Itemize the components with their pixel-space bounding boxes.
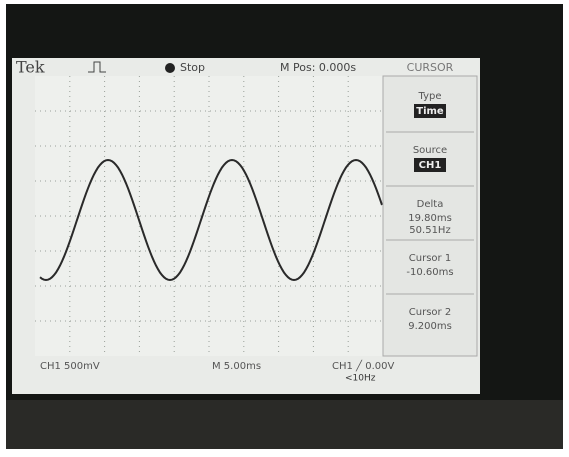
menu-label: Source — [413, 145, 447, 156]
menu-label: Cursor 2 — [409, 307, 451, 318]
position: M Pos: 0.000s — [280, 61, 356, 74]
timebase: M 5.00ms — [212, 361, 261, 372]
run-indicator — [165, 63, 175, 73]
menu-value: CH1 — [419, 160, 442, 171]
menu-title: CURSOR — [407, 61, 454, 74]
menu-value: -10.60ms — [406, 267, 453, 278]
channel-scale: CH1 500mV — [40, 361, 100, 372]
trigger-icon — [88, 61, 106, 73]
brand: Tek — [16, 58, 45, 77]
menu-panel — [382, 75, 478, 357]
frequency: <10Hz — [345, 374, 376, 384]
menu-value: 19.80ms — [408, 213, 452, 224]
menu-label: Delta — [417, 199, 444, 210]
bezel-bottom — [6, 400, 563, 449]
menu-value: 50.51Hz — [409, 225, 450, 236]
menu-value: 9.200ms — [408, 321, 452, 332]
menu-value-box — [414, 158, 446, 172]
menu-value-box — [414, 104, 446, 118]
trigger: CH1 ╱ 0.00V — [332, 359, 395, 372]
status: Stop — [180, 61, 205, 74]
grid — [35, 76, 383, 356]
waveform — [39, 158, 383, 282]
menu-value: Time — [416, 106, 444, 117]
menu-label: Cursor 1 — [409, 253, 451, 264]
menu-label: Type — [418, 91, 442, 102]
